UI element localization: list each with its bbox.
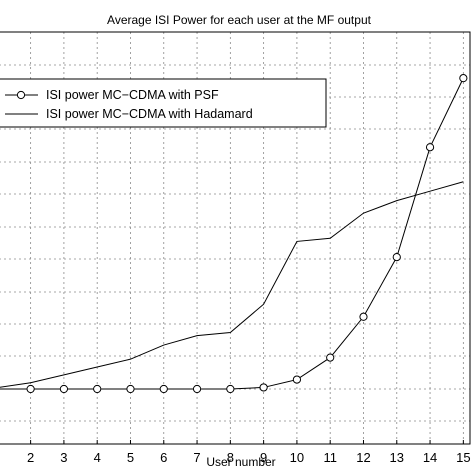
legend-box bbox=[0, 78, 327, 128]
x-tick-label: 8 bbox=[227, 450, 234, 465]
x-tick-label: 12 bbox=[356, 450, 370, 465]
x-tick-label: 3 bbox=[60, 450, 67, 465]
chart-title: Average ISI Power for each user at the M… bbox=[107, 13, 372, 27]
psf-point-user-13 bbox=[392, 253, 401, 262]
x-tick-label: 2 bbox=[27, 450, 34, 465]
x-tick-label: 11 bbox=[323, 450, 337, 465]
legend-hadamard-label: ISI power MC−CDMA with Hadamard bbox=[46, 107, 253, 121]
psf-point-user-4 bbox=[93, 384, 102, 394]
x-tick-label: 10 bbox=[290, 450, 304, 465]
x-tick-label: 6 bbox=[160, 450, 167, 465]
x-axis-ticks: 2 3 4 5 6 7 8 9 10 11 12 13 14 15 bbox=[27, 440, 471, 465]
psf-point-user-7 bbox=[192, 384, 202, 394]
x-tick-label: 5 bbox=[127, 450, 134, 465]
psf-point-user-8 bbox=[226, 384, 235, 394]
legend-psf-marker bbox=[16, 90, 26, 100]
x-tick-label: 15 bbox=[456, 450, 470, 465]
legend: ISI power MC−CDMA with PSF ISI power MC−… bbox=[0, 78, 327, 128]
psf-point-user-5 bbox=[126, 384, 135, 394]
psf-point-user-6 bbox=[159, 384, 168, 394]
x-axis-label: User number bbox=[206, 455, 275, 469]
psf-point-user-10 bbox=[292, 375, 302, 384]
x-tick-label: 7 bbox=[193, 450, 200, 465]
plot-area bbox=[0, 74, 468, 394]
psf-point-user-12 bbox=[359, 312, 368, 321]
plot-frame bbox=[0, 31, 471, 445]
psf-point-user-14 bbox=[425, 143, 435, 152]
x-tick-label: 14 bbox=[423, 450, 437, 465]
psf-point-user-11 bbox=[326, 353, 335, 362]
legend-psf-label: ISI power MC−CDMA with PSF bbox=[46, 88, 219, 102]
series-line-hadamard bbox=[0, 181, 464, 388]
psf-point-user-9 bbox=[259, 383, 268, 392]
x-tick-label: 13 bbox=[390, 450, 404, 465]
psf-point-user-15 bbox=[459, 74, 468, 83]
psf-point-user-3 bbox=[59, 384, 69, 394]
x-tick-label: 4 bbox=[94, 450, 101, 465]
x-tick-label: 9 bbox=[260, 450, 267, 465]
psf-point-user-2 bbox=[26, 384, 35, 394]
